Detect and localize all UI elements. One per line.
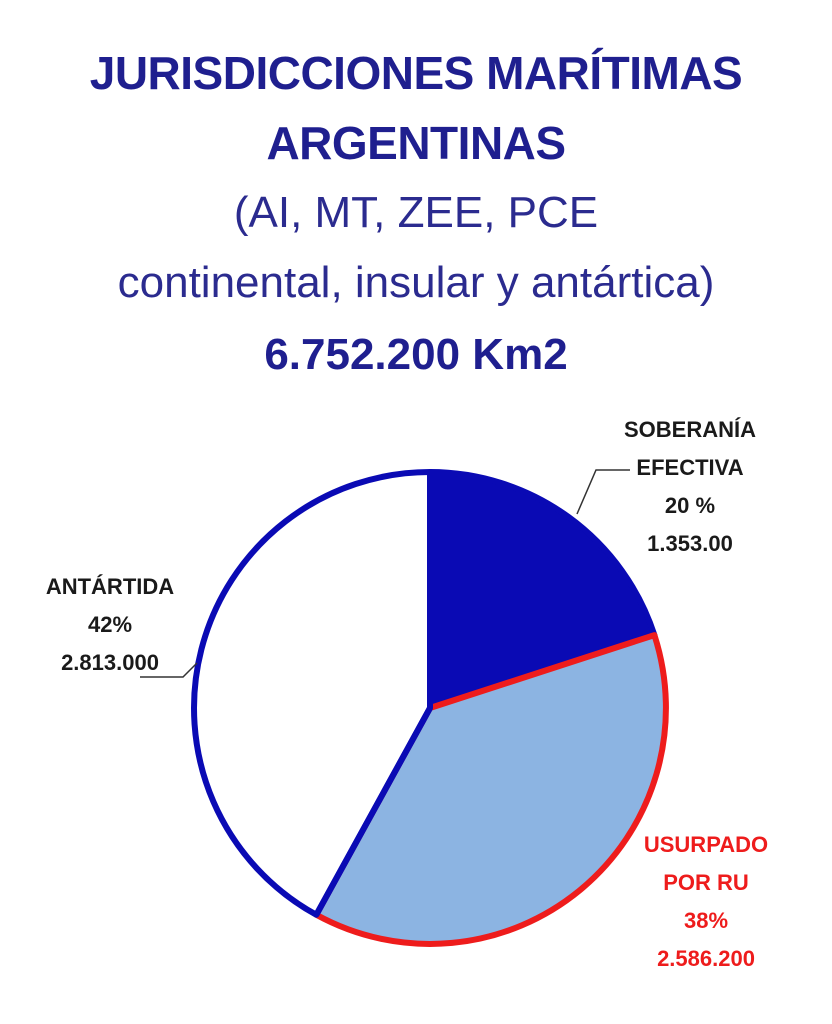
title-line-1: JURISDICCIONES MARÍTIMAS: [89, 47, 743, 99]
slice-labels: SOBERANÍA EFECTIVA 20 % 1.353.00 USURPADO POR…: [46, 417, 768, 971]
pie-slice-usurpado: [313, 632, 669, 947]
title-line-2: ARGENTINAS: [266, 117, 566, 169]
label-antartida-name-1: ANTÁRTIDA: [46, 574, 174, 599]
label-soberania-name-2: EFECTIVA: [636, 455, 743, 480]
leader-lines: [140, 469, 630, 678]
label-usurpado-name-2: POR RU: [663, 870, 749, 895]
total-area: 6.752.200 Km2: [264, 330, 568, 379]
pie-slices: [191, 469, 669, 947]
label-soberania-value: 1.353.00: [647, 531, 733, 556]
chart-title: JURISDICCIONES MARÍTIMAS ARGENTINAS (AI,…: [0, 38, 832, 390]
label-antartida-value: 2.813.000: [61, 650, 159, 675]
label-soberania-percent: 20 %: [665, 493, 715, 518]
pie-edge: [313, 706, 433, 917]
leader-line-antartida: [140, 662, 198, 678]
leader-line-soberania: [576, 469, 630, 515]
label-soberania-name-1: SOBERANÍA: [624, 417, 756, 442]
subtitle-line-1: (AI, MT, ZEE, PCE: [233, 188, 599, 237]
pie-slice-antartida: [191, 469, 433, 918]
label-usurpado-name-1: USURPADO: [644, 832, 768, 857]
label-antartida-percent: 42%: [88, 612, 132, 637]
label-usurpado-value: 2.586.200: [657, 946, 755, 971]
subtitle-line-2: continental, insular y antártica): [117, 258, 715, 307]
label-usurpado-percent: 38%: [684, 908, 728, 933]
pie-slice-soberania: [427, 469, 658, 711]
